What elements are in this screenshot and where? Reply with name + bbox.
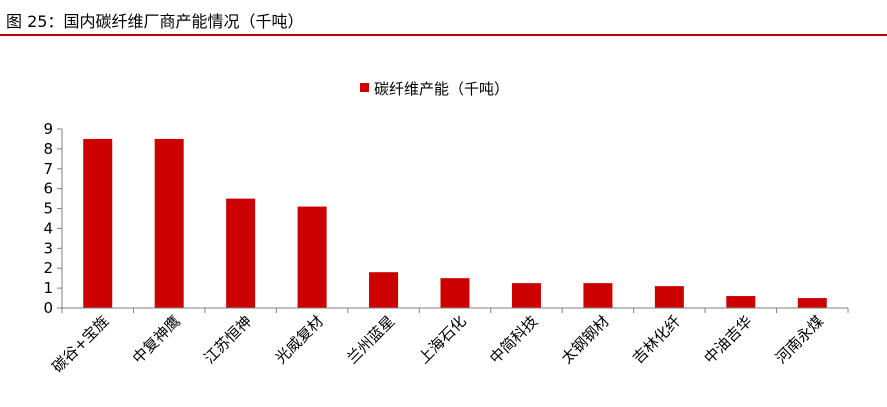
bar-1: [154, 138, 184, 308]
bar-9: [726, 296, 756, 308]
bar-2: [226, 198, 256, 308]
legend-swatch: [360, 83, 369, 92]
x-tick-label: 上海石化: [415, 312, 470, 367]
y-tick-label: 6: [43, 180, 53, 198]
bar-10: [797, 298, 827, 308]
x-tick-label: 江苏恒神: [200, 312, 255, 367]
y-tick-label: 3: [43, 239, 53, 257]
y-tick-label: 7: [43, 160, 53, 178]
bar-3: [297, 206, 327, 308]
x-tick-label: 中简科技: [486, 312, 541, 367]
x-tick-label: 兰州蓝星: [343, 312, 398, 367]
figure-title: 图 25：国内碳纤维厂商产能情况（千吨）: [6, 12, 304, 31]
y-tick-label: 0: [43, 299, 53, 317]
figure-header: 图 25：国内碳纤维厂商产能情况（千吨）: [0, 0, 887, 36]
x-axis-labels: 碳谷+宝旌 中复神鹰 江苏恒神 光威复材 兰州蓝星 上海石化 中简科技 太钢钢材 吉林化纤 中油吉…: [49, 312, 828, 376]
bar-0: [83, 138, 113, 308]
bar-8: [654, 286, 684, 308]
y-tick-label: 5: [43, 200, 53, 218]
legend-label: 碳纤维产能（千吨）: [374, 80, 509, 98]
x-tick-label: 中油吉华: [700, 312, 755, 367]
bar-7: [583, 283, 613, 308]
x-tick-label: 中复神鹰: [129, 312, 184, 367]
legend: 碳纤维产能（千吨）: [360, 80, 509, 98]
x-tick-label: 吉林化纤: [629, 312, 684, 367]
x-tick-label: 光威复材: [272, 312, 327, 367]
axes: [61, 129, 849, 313]
x-tick-label: 河南永煤: [772, 312, 827, 367]
y-tick-label: 8: [43, 140, 53, 158]
y-tick-label: 4: [43, 219, 53, 237]
bar-4: [369, 272, 399, 308]
bar-5: [440, 278, 470, 308]
title-rule: [0, 34, 887, 36]
x-tick-label: 太钢钢材: [558, 312, 613, 367]
y-tick-label: 2: [43, 259, 53, 277]
x-tick-label: 碳谷+宝旌: [49, 312, 113, 376]
y-tick-label: 9: [43, 120, 53, 138]
bar-6: [511, 283, 541, 308]
y-axis-ticks: 0 1 2 3 45 6 7 8 9: [43, 120, 62, 317]
y-tick-label: 1: [43, 279, 53, 297]
bars: [83, 138, 827, 308]
